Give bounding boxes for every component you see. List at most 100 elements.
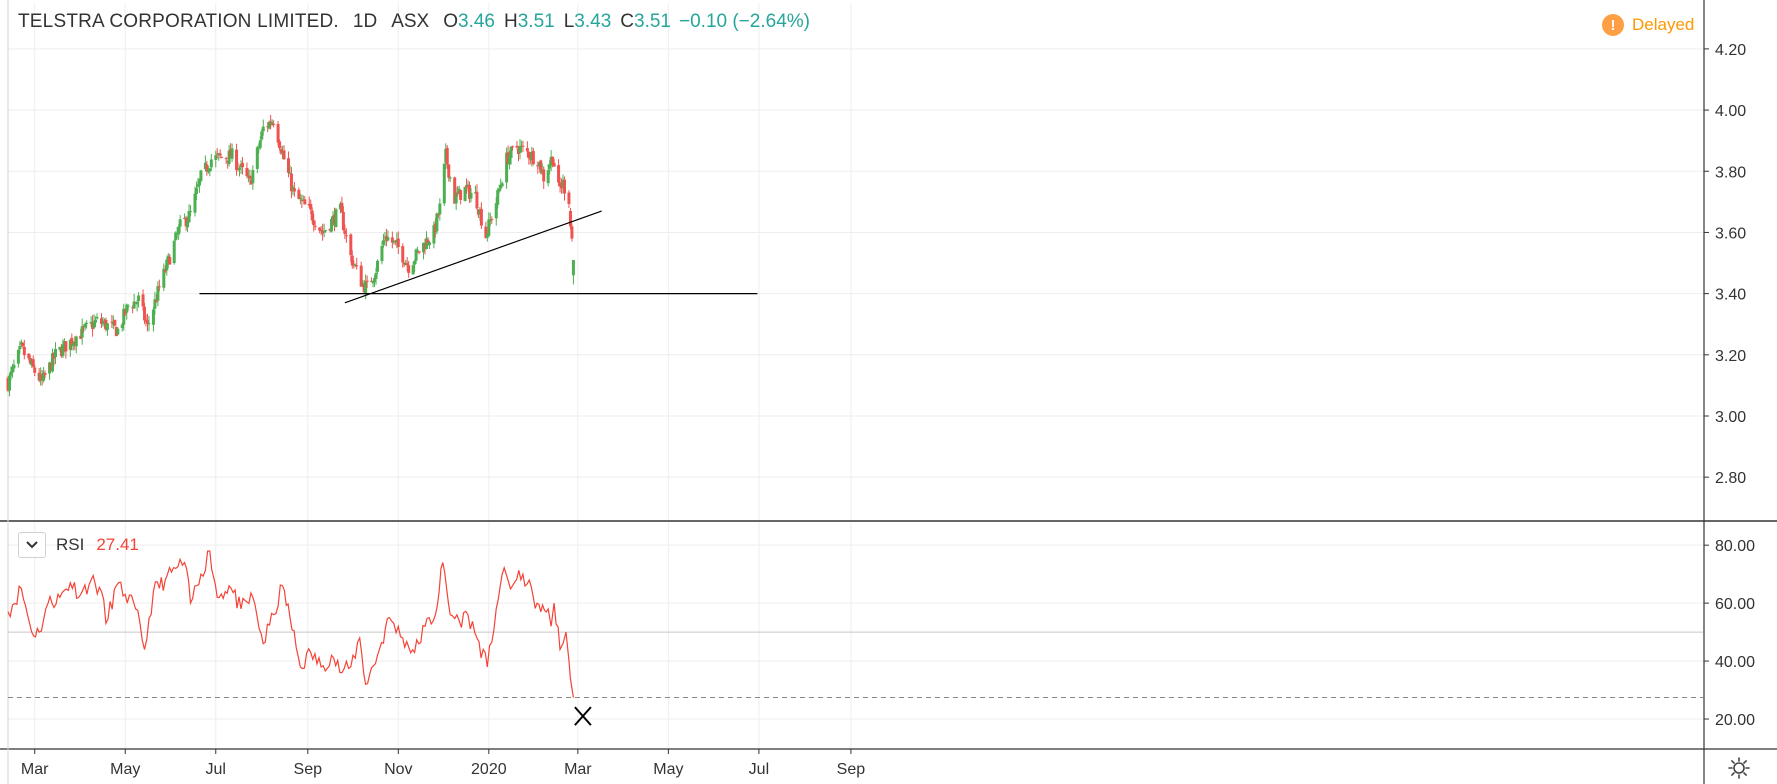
time-axis-label: Mar bbox=[564, 761, 592, 778]
candle-body bbox=[322, 231, 326, 233]
candle-body bbox=[454, 193, 458, 204]
candle-body bbox=[126, 305, 130, 307]
candle-body bbox=[432, 225, 436, 244]
low-value: 3.43 bbox=[574, 11, 612, 32]
candle-body bbox=[509, 146, 513, 158]
candle-body bbox=[417, 251, 421, 253]
gear-icon bbox=[1728, 757, 1750, 779]
candle-body bbox=[105, 323, 109, 330]
candle-body bbox=[177, 226, 181, 235]
candle-body bbox=[371, 281, 375, 284]
candle-body bbox=[163, 269, 167, 272]
interval-label[interactable]: 1D bbox=[352, 11, 378, 32]
candle-body bbox=[267, 122, 271, 129]
price-axis-label: 4.00 bbox=[1715, 103, 1746, 120]
candle-body bbox=[488, 219, 492, 222]
candle-body bbox=[257, 147, 261, 149]
candle-body bbox=[248, 175, 252, 179]
candle-body bbox=[151, 309, 155, 325]
candle-body bbox=[563, 179, 566, 194]
candle-body bbox=[135, 301, 139, 305]
rsi-line bbox=[7, 550, 574, 698]
candle-body bbox=[416, 250, 420, 252]
candle-body bbox=[343, 230, 347, 234]
candle-body bbox=[208, 168, 212, 172]
candle-body bbox=[292, 188, 296, 192]
rsi-axis-label: 20.00 bbox=[1715, 712, 1755, 729]
candle-body bbox=[64, 341, 68, 352]
high-label: H bbox=[504, 11, 518, 32]
candle-body bbox=[113, 319, 117, 326]
rsi-axis-label: 40.00 bbox=[1715, 654, 1755, 671]
time-axis-label: Jul bbox=[206, 761, 226, 778]
candle-body bbox=[515, 145, 519, 148]
candle-body bbox=[571, 259, 575, 276]
candle-body bbox=[278, 141, 282, 149]
candle-body bbox=[174, 232, 178, 241]
chevron-down-icon bbox=[26, 541, 38, 549]
symbol-name[interactable]: TELSTRA CORPORATION LIMITED. bbox=[18, 11, 339, 32]
candle-body bbox=[189, 211, 193, 213]
candle-body bbox=[469, 192, 473, 199]
candle-body bbox=[414, 249, 418, 261]
change-value: −0.10 (−2.64%) bbox=[679, 11, 810, 32]
time-axis-label: Sep bbox=[837, 761, 866, 778]
candle-body bbox=[21, 343, 25, 347]
candle-body bbox=[12, 364, 16, 369]
low-label: L bbox=[563, 11, 575, 32]
candle-body bbox=[261, 126, 265, 132]
time-axis-label: 2020 bbox=[471, 761, 507, 778]
candle-body bbox=[436, 214, 440, 216]
chart-settings-button[interactable] bbox=[1727, 756, 1751, 780]
delayed-status[interactable]: ! Delayed bbox=[1602, 14, 1694, 36]
candle-body bbox=[157, 286, 161, 288]
candle-body bbox=[442, 163, 446, 204]
candle-body bbox=[143, 306, 147, 321]
candle-body bbox=[435, 213, 439, 232]
candle-body bbox=[141, 294, 145, 307]
price-axis-label: 3.60 bbox=[1715, 225, 1746, 242]
candle-body bbox=[145, 320, 149, 324]
candle-body bbox=[83, 324, 87, 328]
candle-body bbox=[511, 146, 515, 148]
candle-body bbox=[168, 256, 172, 265]
candle-body bbox=[43, 373, 47, 375]
candle-body bbox=[453, 177, 457, 204]
candle-body bbox=[255, 147, 259, 169]
candle-body bbox=[447, 164, 451, 178]
candle-body bbox=[286, 158, 290, 173]
candle-body bbox=[475, 191, 479, 209]
candle-body bbox=[193, 193, 197, 213]
candle-body bbox=[330, 218, 334, 232]
candle-body bbox=[298, 198, 302, 200]
candle-body bbox=[376, 260, 380, 272]
time-axis-label: Sep bbox=[294, 761, 323, 778]
candle-body bbox=[548, 165, 552, 169]
close-value: 3.51 bbox=[634, 11, 671, 32]
candle-body bbox=[359, 265, 363, 287]
candle-body bbox=[153, 299, 157, 309]
candle-body bbox=[505, 152, 509, 183]
candle-body bbox=[251, 170, 255, 184]
candle-body bbox=[230, 148, 234, 159]
candle-body bbox=[484, 226, 488, 238]
candle-body bbox=[479, 208, 483, 226]
candle-body bbox=[313, 225, 317, 227]
candles-group bbox=[6, 114, 575, 397]
candle-body bbox=[438, 203, 442, 215]
candle-body bbox=[373, 278, 377, 283]
candle-body bbox=[426, 239, 430, 244]
candle-body bbox=[276, 124, 280, 143]
high-value: 3.51 bbox=[517, 11, 555, 32]
candle-body bbox=[567, 192, 571, 205]
candle-body bbox=[288, 172, 292, 174]
candle-body bbox=[411, 265, 415, 275]
candle-body bbox=[380, 245, 384, 262]
open-value: 3.46 bbox=[458, 11, 495, 32]
candle-body bbox=[7, 375, 11, 391]
rsi-collapse-toggle[interactable] bbox=[18, 532, 46, 558]
candle-body bbox=[500, 183, 504, 187]
candle-body bbox=[344, 235, 348, 237]
candle-body bbox=[448, 177, 452, 179]
